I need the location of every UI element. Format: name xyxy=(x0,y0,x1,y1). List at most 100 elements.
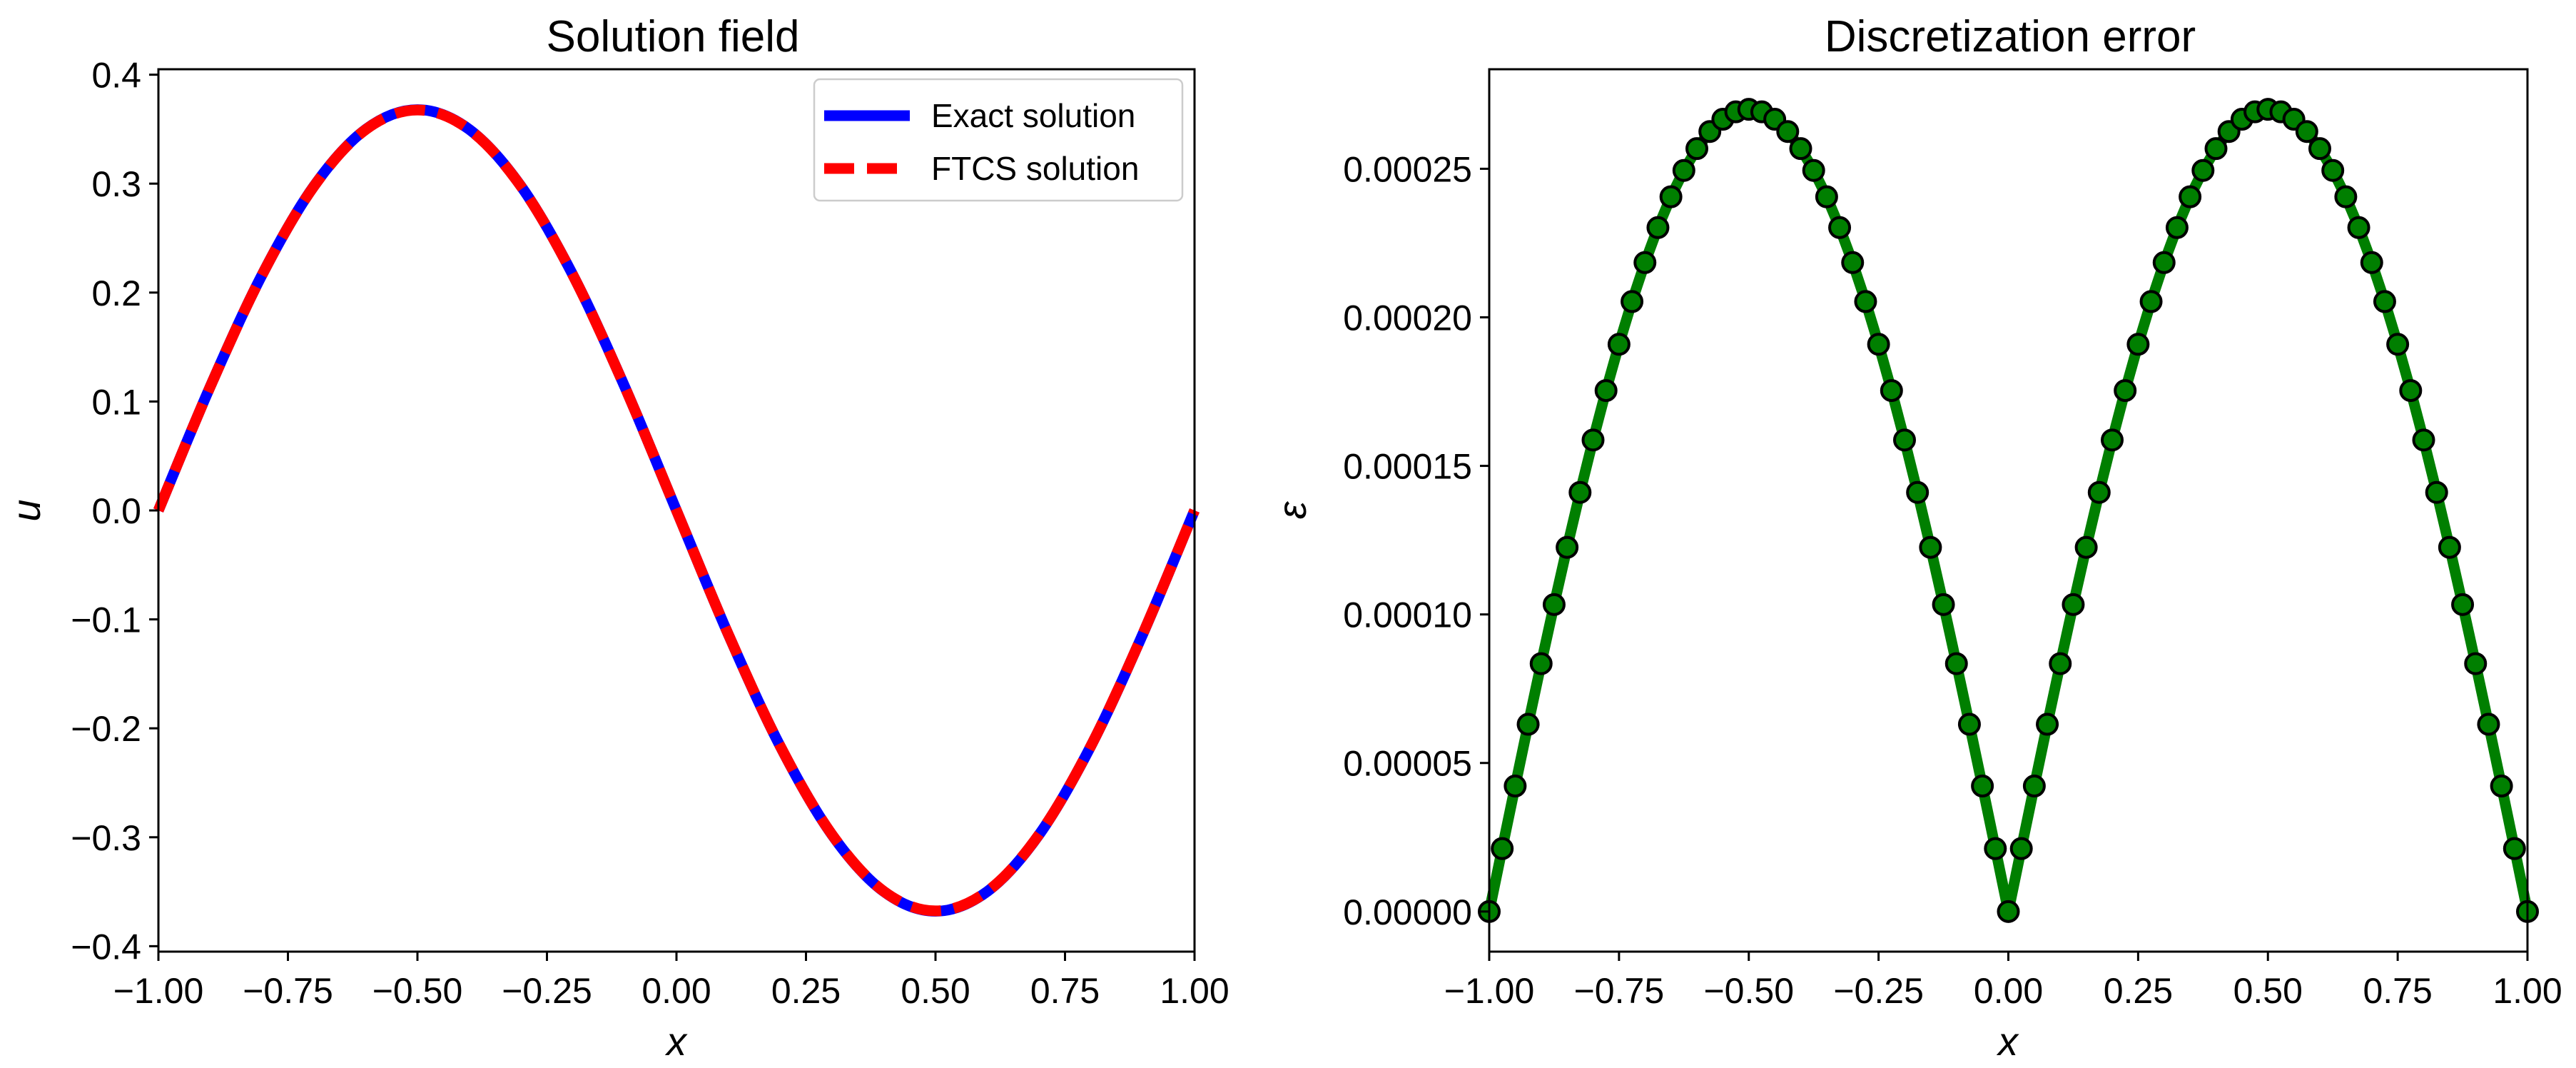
data-point-marker xyxy=(2049,652,2072,675)
y-tick-label: 0.00000 xyxy=(1343,892,1472,932)
chart-solution-field: Solution field −1.00 −0.75 −0.50 −0.25 0.00 0… xyxy=(4,12,1229,1064)
y-axis-label: ε xyxy=(1269,500,1314,519)
y-axis-ticks: 0.4 0.3 0.2 0.1 0.0 −0.1 −0.2 −0.3 −0.4 xyxy=(71,56,158,967)
data-point-marker xyxy=(2062,593,2085,616)
data-point-marker xyxy=(1815,185,1838,208)
data-point-marker xyxy=(2126,333,2150,356)
data-point-marker xyxy=(1841,251,1865,274)
data-point-marker xyxy=(1867,333,1890,356)
data-point-marker xyxy=(2451,593,2475,616)
y-tick-label: −0.4 xyxy=(71,927,141,967)
data-point-marker xyxy=(2295,120,2318,143)
x-tick-label: 0.50 xyxy=(901,971,970,1011)
chart-title: Discretization error xyxy=(1825,12,2196,61)
data-point-marker xyxy=(2101,428,2124,452)
x-tick-label: −0.75 xyxy=(1574,971,1665,1011)
legend-label-exact: Exact solution xyxy=(931,97,1135,134)
data-point-marker xyxy=(2165,216,2189,239)
y-tick-label: 0.00025 xyxy=(1343,149,1472,189)
data-point-marker xyxy=(2399,379,2423,403)
x-axis-ticks: −1.00 −0.75 −0.50 −0.25 0.00 0.25 0.50 0.75 1.00 xyxy=(1444,952,2562,1011)
chart-discretization-error: Discretization error −1.00 −0.75 −0.50 −0.2… xyxy=(1269,12,2562,1064)
data-point-marker xyxy=(1621,290,1644,313)
data-point-marker xyxy=(2412,428,2435,452)
data-point-marker xyxy=(2503,837,2526,860)
data-point-marker xyxy=(2087,480,2111,504)
x-tick-label: 0.25 xyxy=(771,971,841,1011)
x-tick-label: 0.25 xyxy=(2104,971,2173,1011)
data-point-marker xyxy=(1944,652,1968,675)
y-tick-label: 0.3 xyxy=(91,164,141,204)
x-axis-ticks: −1.00 −0.75 −0.50 −0.25 0.00 0.25 0.50 0.75 1.00 xyxy=(113,952,1229,1011)
plot-area xyxy=(1478,98,2539,923)
data-point-marker xyxy=(1984,837,2007,860)
data-point-marker xyxy=(2009,837,2033,860)
data-point-marker xyxy=(1685,137,1708,161)
y-tick-label: −0.3 xyxy=(71,818,141,858)
data-point-marker xyxy=(1880,379,1903,403)
data-point-marker xyxy=(2139,290,2163,313)
data-point-marker xyxy=(2464,652,2488,675)
data-point-marker xyxy=(1581,428,1605,452)
data-point-marker xyxy=(2373,290,2396,313)
data-point-marker xyxy=(1633,251,1657,274)
data-point-marker xyxy=(1542,593,1566,616)
data-point-marker xyxy=(1556,535,1579,559)
data-point-marker xyxy=(1776,120,1800,143)
legend-box xyxy=(813,78,1184,202)
y-tick-label: 0.00015 xyxy=(1343,447,1472,487)
x-tick-label: −0.25 xyxy=(1833,971,1924,1011)
data-point-marker xyxy=(2114,379,2137,403)
data-point-marker xyxy=(1919,535,1942,559)
legend: Exact solution FTCS solution xyxy=(813,78,1184,202)
y-tick-label: −0.1 xyxy=(71,600,141,640)
x-tick-label: −1.00 xyxy=(113,971,204,1011)
x-tick-label: 0.00 xyxy=(1974,971,2043,1011)
y-tick-label: 0.00010 xyxy=(1343,595,1472,635)
data-point-marker xyxy=(1893,428,1916,452)
data-point-marker xyxy=(1491,837,1514,860)
x-tick-label: 0.00 xyxy=(642,971,711,1011)
data-point-marker xyxy=(2334,185,2358,208)
data-point-marker xyxy=(1854,290,1877,313)
data-point-marker xyxy=(2308,137,2331,161)
chart-title: Solution field xyxy=(546,12,799,61)
x-tick-label: −0.25 xyxy=(502,971,592,1011)
data-point-marker xyxy=(2477,712,2500,736)
data-point-marker xyxy=(1906,480,1930,504)
data-point-marker xyxy=(2074,535,2098,559)
data-point-marker xyxy=(2191,158,2215,182)
x-tick-label: 0.50 xyxy=(2233,971,2303,1011)
data-point-marker xyxy=(1646,216,1670,239)
data-point-marker xyxy=(2490,775,2513,798)
y-tick-label: −0.2 xyxy=(71,709,141,749)
data-point-marker xyxy=(2036,712,2059,736)
y-tick-label: 0.1 xyxy=(91,382,141,422)
data-point-marker xyxy=(2438,535,2461,559)
x-tick-label: 1.00 xyxy=(2493,971,2562,1011)
y-tick-label: 0.00005 xyxy=(1343,744,1472,784)
y-tick-label: 0.2 xyxy=(91,273,141,313)
x-tick-label: 1.00 xyxy=(1160,971,1229,1011)
data-point-marker xyxy=(2386,333,2410,356)
y-axis-ticks: 0.00025 0.00020 0.00015 0.00010 0.00005 0.000… xyxy=(1343,149,1489,932)
data-point-marker xyxy=(2360,251,2383,274)
data-point-marker xyxy=(1594,379,1618,403)
data-point-marker xyxy=(1932,593,1955,616)
data-point-marker xyxy=(1529,652,1553,675)
data-point-marker xyxy=(1607,333,1631,356)
x-tick-label: −1.00 xyxy=(1444,971,1535,1011)
data-point-marker xyxy=(1789,137,1812,161)
data-point-marker xyxy=(1672,158,1695,182)
plot-area xyxy=(153,104,1200,917)
x-tick-label: −0.75 xyxy=(243,971,333,1011)
data-point-marker xyxy=(2152,251,2176,274)
x-tick-label: 0.75 xyxy=(2363,971,2432,1011)
x-axis-label: x xyxy=(664,1019,688,1064)
data-point-marker xyxy=(2022,775,2046,798)
x-tick-label: −0.50 xyxy=(372,971,463,1011)
x-tick-label: 0.75 xyxy=(1030,971,1100,1011)
data-point-marker xyxy=(1568,480,1592,504)
x-tick-label: −0.50 xyxy=(1703,971,1794,1011)
